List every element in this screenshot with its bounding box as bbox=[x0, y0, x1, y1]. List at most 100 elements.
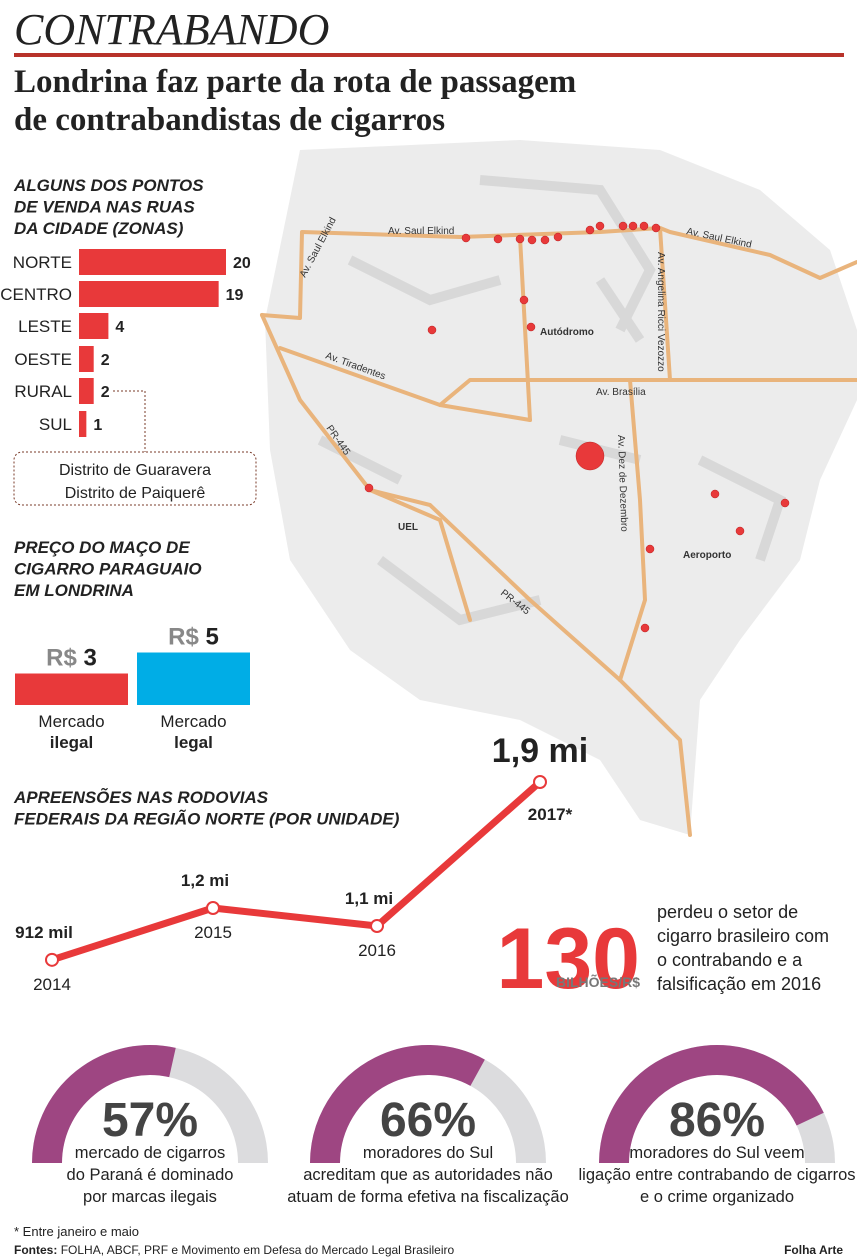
gauge-caption: moradores do Sul veem bbox=[629, 1144, 804, 1162]
gauge-value: 86% bbox=[669, 1094, 765, 1147]
chart-title: EM LONDRINA bbox=[14, 581, 134, 600]
map-label: Aeroporto bbox=[683, 550, 731, 561]
map: Av. Saul Elkind Av. Saul Elkind Av. Saul… bbox=[260, 140, 857, 837]
map-label: Av. Angelina Ricci Vezozzo bbox=[655, 252, 666, 372]
category-label: Mercado bbox=[160, 712, 226, 731]
value: 5 bbox=[206, 624, 219, 651]
bar bbox=[79, 346, 94, 372]
value-label: 19 bbox=[226, 287, 244, 304]
sale-point bbox=[515, 234, 525, 244]
category-label: LESTE bbox=[18, 317, 72, 336]
sale-point bbox=[618, 221, 628, 231]
bar bbox=[79, 313, 109, 339]
chart-title: CIGARRO PARAGUAIO bbox=[14, 560, 202, 579]
x-label: 2015 bbox=[194, 923, 232, 942]
x-label: 2016 bbox=[358, 941, 396, 960]
category-label: legal bbox=[174, 733, 213, 752]
road bbox=[368, 488, 472, 622]
map-label: Autódromo bbox=[540, 327, 594, 338]
x-label: 2014 bbox=[33, 975, 71, 994]
category-label: SUL bbox=[39, 415, 72, 434]
value-label: 2 bbox=[101, 384, 110, 401]
map-label: Av. Dez de Dezembro bbox=[615, 435, 629, 533]
value-label: 2 bbox=[101, 352, 110, 369]
annotation: Distrito de Guaravera bbox=[59, 462, 211, 479]
sale-point bbox=[651, 223, 661, 233]
gauge-caption: ligação entre contrabando de cigarros bbox=[578, 1166, 855, 1184]
sale-point bbox=[735, 526, 745, 536]
gauge-caption: por marcas ilegais bbox=[83, 1188, 217, 1206]
map-label: Av. Saul Elkind bbox=[388, 226, 454, 237]
map-label: UEL bbox=[398, 522, 418, 533]
highlight-text: o contrabando e a bbox=[657, 950, 803, 970]
sale-point bbox=[710, 489, 720, 499]
line bbox=[50, 779, 543, 964]
sale-point bbox=[628, 221, 638, 231]
rule bbox=[14, 53, 844, 57]
sources: Fontes: FOLHA, ABCF, PRF e Movimento em … bbox=[14, 1243, 455, 1257]
chart-title: ALGUNS DOS PONTOS bbox=[13, 176, 204, 195]
headline: Londrina faz parte da rota de passagem bbox=[14, 64, 576, 100]
sale-point bbox=[640, 623, 650, 633]
value-label: 4 bbox=[115, 319, 124, 336]
sale-point bbox=[364, 483, 374, 493]
category-label: ilegal bbox=[50, 733, 93, 752]
chart-title: PREÇO DO MAÇO DE bbox=[14, 538, 190, 557]
value-label: 1,1 mi bbox=[345, 889, 393, 908]
column bbox=[15, 673, 128, 705]
gauge-caption: acreditam que as autoridades não bbox=[303, 1166, 553, 1184]
chart-title: FEDERAIS DA REGIÃO NORTE (POR UNIDADE) bbox=[14, 809, 400, 829]
highlight-text: falsificação em 2016 bbox=[657, 974, 821, 994]
sale-point bbox=[645, 544, 655, 554]
footnote: * Entre janeiro e maio bbox=[14, 1224, 139, 1239]
highlight-text: cigarro brasileiro com bbox=[657, 926, 829, 946]
currency: R$ bbox=[46, 645, 77, 672]
sale-point-cluster bbox=[575, 441, 605, 471]
kicker: CONTRABANDO bbox=[14, 5, 329, 54]
value-label: 912 mil bbox=[15, 923, 73, 942]
gauge-caption: moradores do Sul bbox=[363, 1144, 493, 1162]
sale-point bbox=[780, 498, 790, 508]
sale-point bbox=[519, 295, 529, 305]
category-label: Mercado bbox=[38, 712, 104, 731]
road bbox=[658, 226, 672, 382]
highlight: 130 BILHÕES/R$ perdeu o setor de cigarro… bbox=[497, 902, 830, 1007]
chart-title: DE VENDA NAS RUAS bbox=[14, 198, 195, 217]
point bbox=[45, 952, 59, 967]
sale-point bbox=[493, 234, 503, 244]
gauge-arc bbox=[310, 1045, 485, 1164]
sale-point bbox=[461, 233, 471, 243]
sale-point bbox=[526, 322, 536, 332]
road bbox=[260, 313, 692, 837]
annotation: Distrito de Paiquerê bbox=[65, 485, 206, 502]
sale-point bbox=[540, 235, 550, 245]
sale-points bbox=[364, 221, 790, 633]
bar bbox=[79, 281, 219, 307]
point bbox=[206, 901, 220, 915]
value-label: R$ 3 bbox=[46, 645, 97, 672]
highlight-text: perdeu o setor de bbox=[657, 902, 798, 922]
annotation-leader bbox=[113, 390, 146, 452]
sale-point bbox=[585, 225, 595, 235]
sale-point bbox=[639, 221, 649, 231]
value-label: 20 bbox=[233, 255, 251, 272]
road bbox=[618, 378, 647, 682]
map-label: Av. Brasília bbox=[596, 387, 646, 398]
road bbox=[260, 226, 857, 320]
bar bbox=[79, 378, 94, 404]
category-label: CENTRO bbox=[0, 285, 72, 304]
currency: R$ bbox=[168, 624, 199, 651]
gauge-value: 66% bbox=[380, 1094, 476, 1147]
gauge-value: 57% bbox=[102, 1094, 198, 1147]
credit: Folha Arte bbox=[784, 1243, 843, 1257]
sources-text: FOLHA, ABCF, PRF e Movimento em Defesa d… bbox=[61, 1243, 455, 1257]
gauge-arc bbox=[32, 1045, 176, 1164]
bar bbox=[79, 411, 87, 437]
road bbox=[518, 235, 532, 422]
sale-point bbox=[553, 232, 563, 242]
sale-point bbox=[595, 221, 605, 231]
gauge-caption: do Paraná é dominado bbox=[67, 1166, 234, 1184]
value: 3 bbox=[84, 645, 97, 672]
map-area bbox=[265, 140, 857, 835]
sale-point bbox=[527, 235, 537, 245]
